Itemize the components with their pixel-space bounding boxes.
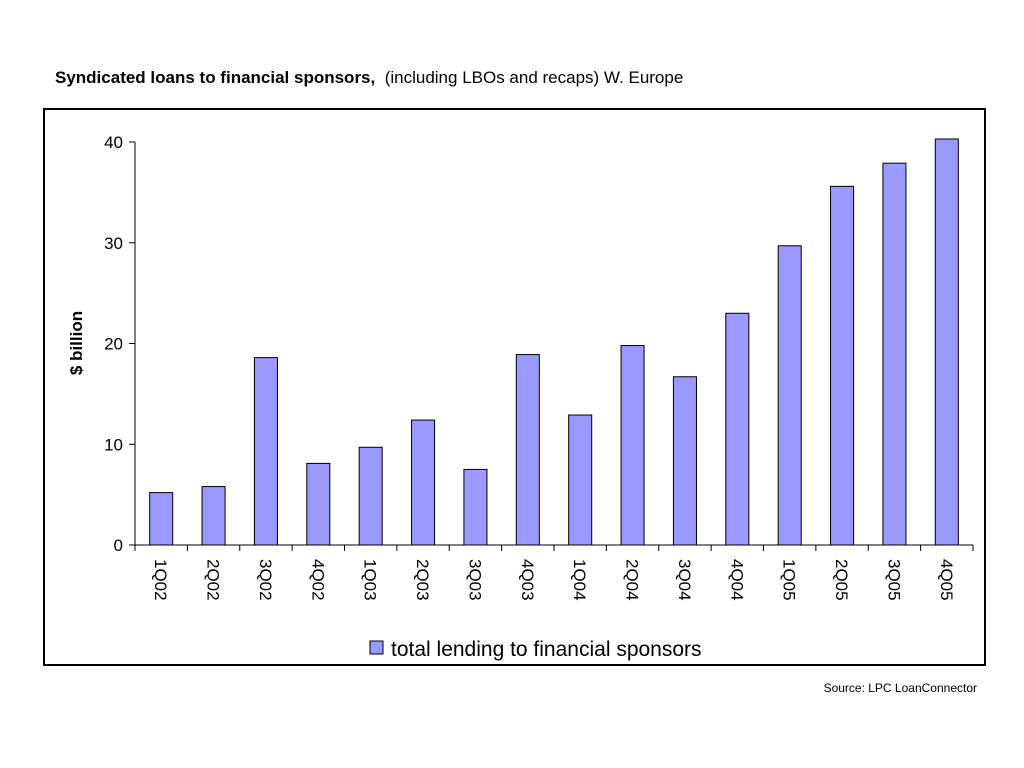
x-tick-label: 3Q03 <box>465 559 484 601</box>
y-tick-label: 10 <box>104 435 123 454</box>
chart-frame <box>43 108 986 666</box>
legend: total lending to financial sponsors <box>369 638 702 661</box>
y-axis-label: $ billion <box>67 311 86 375</box>
bars <box>149 138 959 546</box>
bar <box>149 492 174 546</box>
legend-label: total lending to financial sponsors <box>391 638 702 661</box>
x-tick-label: 1Q02 <box>151 559 170 601</box>
x-tick-label: 2Q02 <box>204 559 223 601</box>
x-tick-label: 1Q04 <box>570 559 589 601</box>
source-note: Source: LPC LoanConnector <box>823 681 977 695</box>
bar <box>777 245 802 546</box>
bar <box>253 357 278 546</box>
x-tick-label: 4Q02 <box>308 559 327 601</box>
x-tick-label: 4Q05 <box>937 559 956 601</box>
x-tick-label: 3Q02 <box>256 559 275 601</box>
x-axis: 1Q02 2Q02 3Q02 4Q02 1Q03 2Q03 3Q03 4Q03 1Q04 2Q04… <box>134 544 974 601</box>
x-tick-label: 2Q04 <box>623 559 642 601</box>
bar <box>620 345 645 546</box>
y-tick-label: 30 <box>104 234 123 253</box>
y-tick-label: 0 <box>114 536 123 555</box>
chart-title-subtitle: (including LBOs and recaps) W. Europe <box>384 68 684 87</box>
bar <box>882 162 907 546</box>
bar <box>672 376 697 546</box>
bar <box>358 446 383 546</box>
x-tick-label: 1Q03 <box>361 559 380 601</box>
x-tick-label: 3Q04 <box>675 559 694 601</box>
bar <box>830 185 855 546</box>
x-tick-label: 1Q05 <box>780 559 799 601</box>
y-tick-label: 20 <box>104 335 123 354</box>
y-axis: 0 10 20 30 40 <box>104 133 136 555</box>
chart-title-main: Syndicated loans to financial sponsors, <box>55 68 376 87</box>
bar <box>463 468 488 546</box>
x-tick-label: 2Q03 <box>413 559 432 601</box>
bar <box>306 462 331 546</box>
y-tick-label: 40 <box>104 133 123 152</box>
bar <box>515 354 540 546</box>
bar <box>201 486 226 546</box>
legend-swatch <box>369 640 384 655</box>
bar <box>725 312 750 546</box>
bar <box>934 138 959 546</box>
x-tick-label: 2Q05 <box>832 559 851 601</box>
bar <box>568 414 593 546</box>
x-tick-label: 3Q05 <box>884 559 903 601</box>
x-tick-label: 4Q03 <box>518 559 537 601</box>
chart-title: Syndicated loans to financial sponsors, … <box>55 68 683 88</box>
x-tick-label: 4Q04 <box>727 559 746 601</box>
bar <box>411 419 436 546</box>
